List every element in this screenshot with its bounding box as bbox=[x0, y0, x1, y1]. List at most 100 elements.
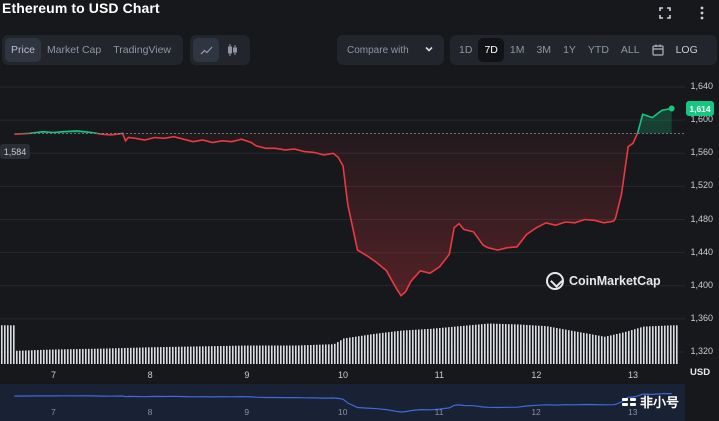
last-price-point bbox=[668, 105, 675, 112]
volume-bar bbox=[157, 347, 159, 364]
volume-bar bbox=[256, 345, 258, 364]
x-tick-label: 10 bbox=[338, 370, 349, 380]
range-1m[interactable]: 1M bbox=[509, 44, 525, 56]
volume-bar bbox=[508, 324, 510, 364]
volume-bar bbox=[520, 324, 522, 364]
compare-label: Compare with bbox=[347, 44, 409, 56]
coinmarketcap-watermark: CoinMarketCap bbox=[546, 272, 661, 290]
volume-bar bbox=[1, 325, 3, 364]
volume-bar bbox=[133, 347, 135, 364]
volume-bar bbox=[571, 330, 573, 364]
volume-bar bbox=[433, 328, 435, 364]
volume-bar bbox=[625, 331, 627, 364]
volume-bar bbox=[97, 348, 99, 364]
line-chart-icon[interactable] bbox=[193, 38, 219, 62]
volume-bar bbox=[121, 348, 123, 364]
tab-tradingview[interactable]: TradingView bbox=[113, 44, 171, 56]
volume-bar bbox=[214, 346, 216, 364]
tab-price[interactable]: Price bbox=[5, 38, 41, 62]
volume-bar bbox=[217, 346, 219, 364]
navigator-tick-label: 9 bbox=[244, 407, 250, 417]
volume-bar bbox=[46, 349, 48, 364]
range-ytd[interactable]: YTD bbox=[587, 44, 609, 56]
volume-bar bbox=[127, 347, 129, 364]
volume-bar bbox=[394, 331, 396, 364]
range-all[interactable]: ALL bbox=[620, 44, 640, 56]
volume-bar bbox=[514, 324, 516, 364]
volume-bar bbox=[481, 324, 483, 364]
range-7d[interactable]: 7D bbox=[478, 38, 504, 62]
volume-bar bbox=[280, 345, 282, 364]
volume-bar bbox=[154, 347, 156, 364]
navigator-selection[interactable] bbox=[0, 384, 685, 421]
volume-bar bbox=[295, 345, 297, 364]
volume-bar bbox=[142, 347, 144, 364]
volume-bar bbox=[40, 349, 42, 364]
volume-bar bbox=[169, 346, 171, 364]
volume-bar bbox=[322, 344, 324, 364]
volume-bar bbox=[61, 349, 63, 364]
volume-bar bbox=[292, 345, 294, 364]
volume-bar bbox=[454, 326, 456, 364]
volume-bar bbox=[448, 327, 450, 364]
range-1d[interactable]: 1D bbox=[459, 44, 473, 56]
navigator-tick-label: 11 bbox=[434, 407, 444, 417]
volume-bar bbox=[460, 326, 462, 364]
volume-bar bbox=[103, 348, 105, 364]
volume-bar bbox=[22, 350, 24, 364]
volume-bar bbox=[349, 337, 351, 364]
navigator-tick-label: 12 bbox=[531, 407, 541, 417]
tab-market-cap[interactable]: Market Cap bbox=[46, 44, 102, 56]
volume-bar bbox=[355, 336, 357, 364]
volume-bar bbox=[325, 344, 327, 364]
volume-bar bbox=[478, 324, 480, 364]
volume-bar bbox=[406, 330, 408, 364]
volume-bar bbox=[190, 346, 192, 364]
x-tick-label: 13 bbox=[628, 370, 639, 380]
volume-bar bbox=[202, 346, 204, 364]
chart-style-toggle bbox=[190, 35, 250, 65]
volume-bar bbox=[310, 344, 312, 364]
volume-bar bbox=[382, 332, 384, 364]
volume-bar bbox=[181, 346, 183, 364]
range-1y[interactable]: 1Y bbox=[563, 44, 576, 56]
volume-bar bbox=[562, 329, 564, 364]
more-icon[interactable] bbox=[693, 4, 711, 22]
navigator-line bbox=[14, 393, 672, 413]
volume-bar bbox=[316, 344, 318, 364]
volume-bar bbox=[175, 346, 177, 364]
calendar-icon[interactable] bbox=[646, 38, 670, 62]
compare-with-dropdown[interactable]: Compare with bbox=[337, 35, 444, 65]
volume-bar bbox=[10, 325, 12, 364]
volume-bar bbox=[319, 344, 321, 364]
volume-bar bbox=[436, 328, 438, 364]
range-3m[interactable]: 3M bbox=[536, 44, 552, 56]
volume-bar bbox=[385, 332, 387, 364]
volume-bar bbox=[235, 345, 237, 364]
volume-bar bbox=[424, 329, 426, 364]
volume-bar bbox=[28, 350, 30, 364]
volume-bar bbox=[268, 345, 270, 364]
log-scale-toggle[interactable]: LOG bbox=[675, 44, 698, 56]
volume-bar bbox=[418, 329, 420, 364]
volume-bar bbox=[13, 325, 15, 364]
navigator-tick-label: 10 bbox=[338, 407, 348, 417]
volume-bar bbox=[337, 342, 339, 364]
range-tabs: 1D 7D 1M 3M 1Y YTD ALL LOG bbox=[450, 35, 717, 65]
volume-bar bbox=[364, 335, 366, 364]
volume-bar bbox=[19, 350, 21, 364]
volume-bar bbox=[238, 345, 240, 364]
volume-bar bbox=[496, 323, 498, 364]
page-title: Ethereum to USD Chart bbox=[2, 0, 160, 16]
volume-bar bbox=[640, 327, 642, 364]
volume-bar bbox=[4, 325, 6, 364]
fullscreen-icon[interactable] bbox=[656, 4, 674, 22]
volume-bar bbox=[91, 348, 93, 364]
candlestick-icon[interactable] bbox=[219, 38, 245, 62]
volume-bar bbox=[388, 332, 390, 364]
volume-bar bbox=[550, 326, 552, 364]
volume-bar bbox=[148, 347, 150, 364]
volume-bar bbox=[391, 331, 393, 364]
volume-bar bbox=[211, 346, 213, 364]
